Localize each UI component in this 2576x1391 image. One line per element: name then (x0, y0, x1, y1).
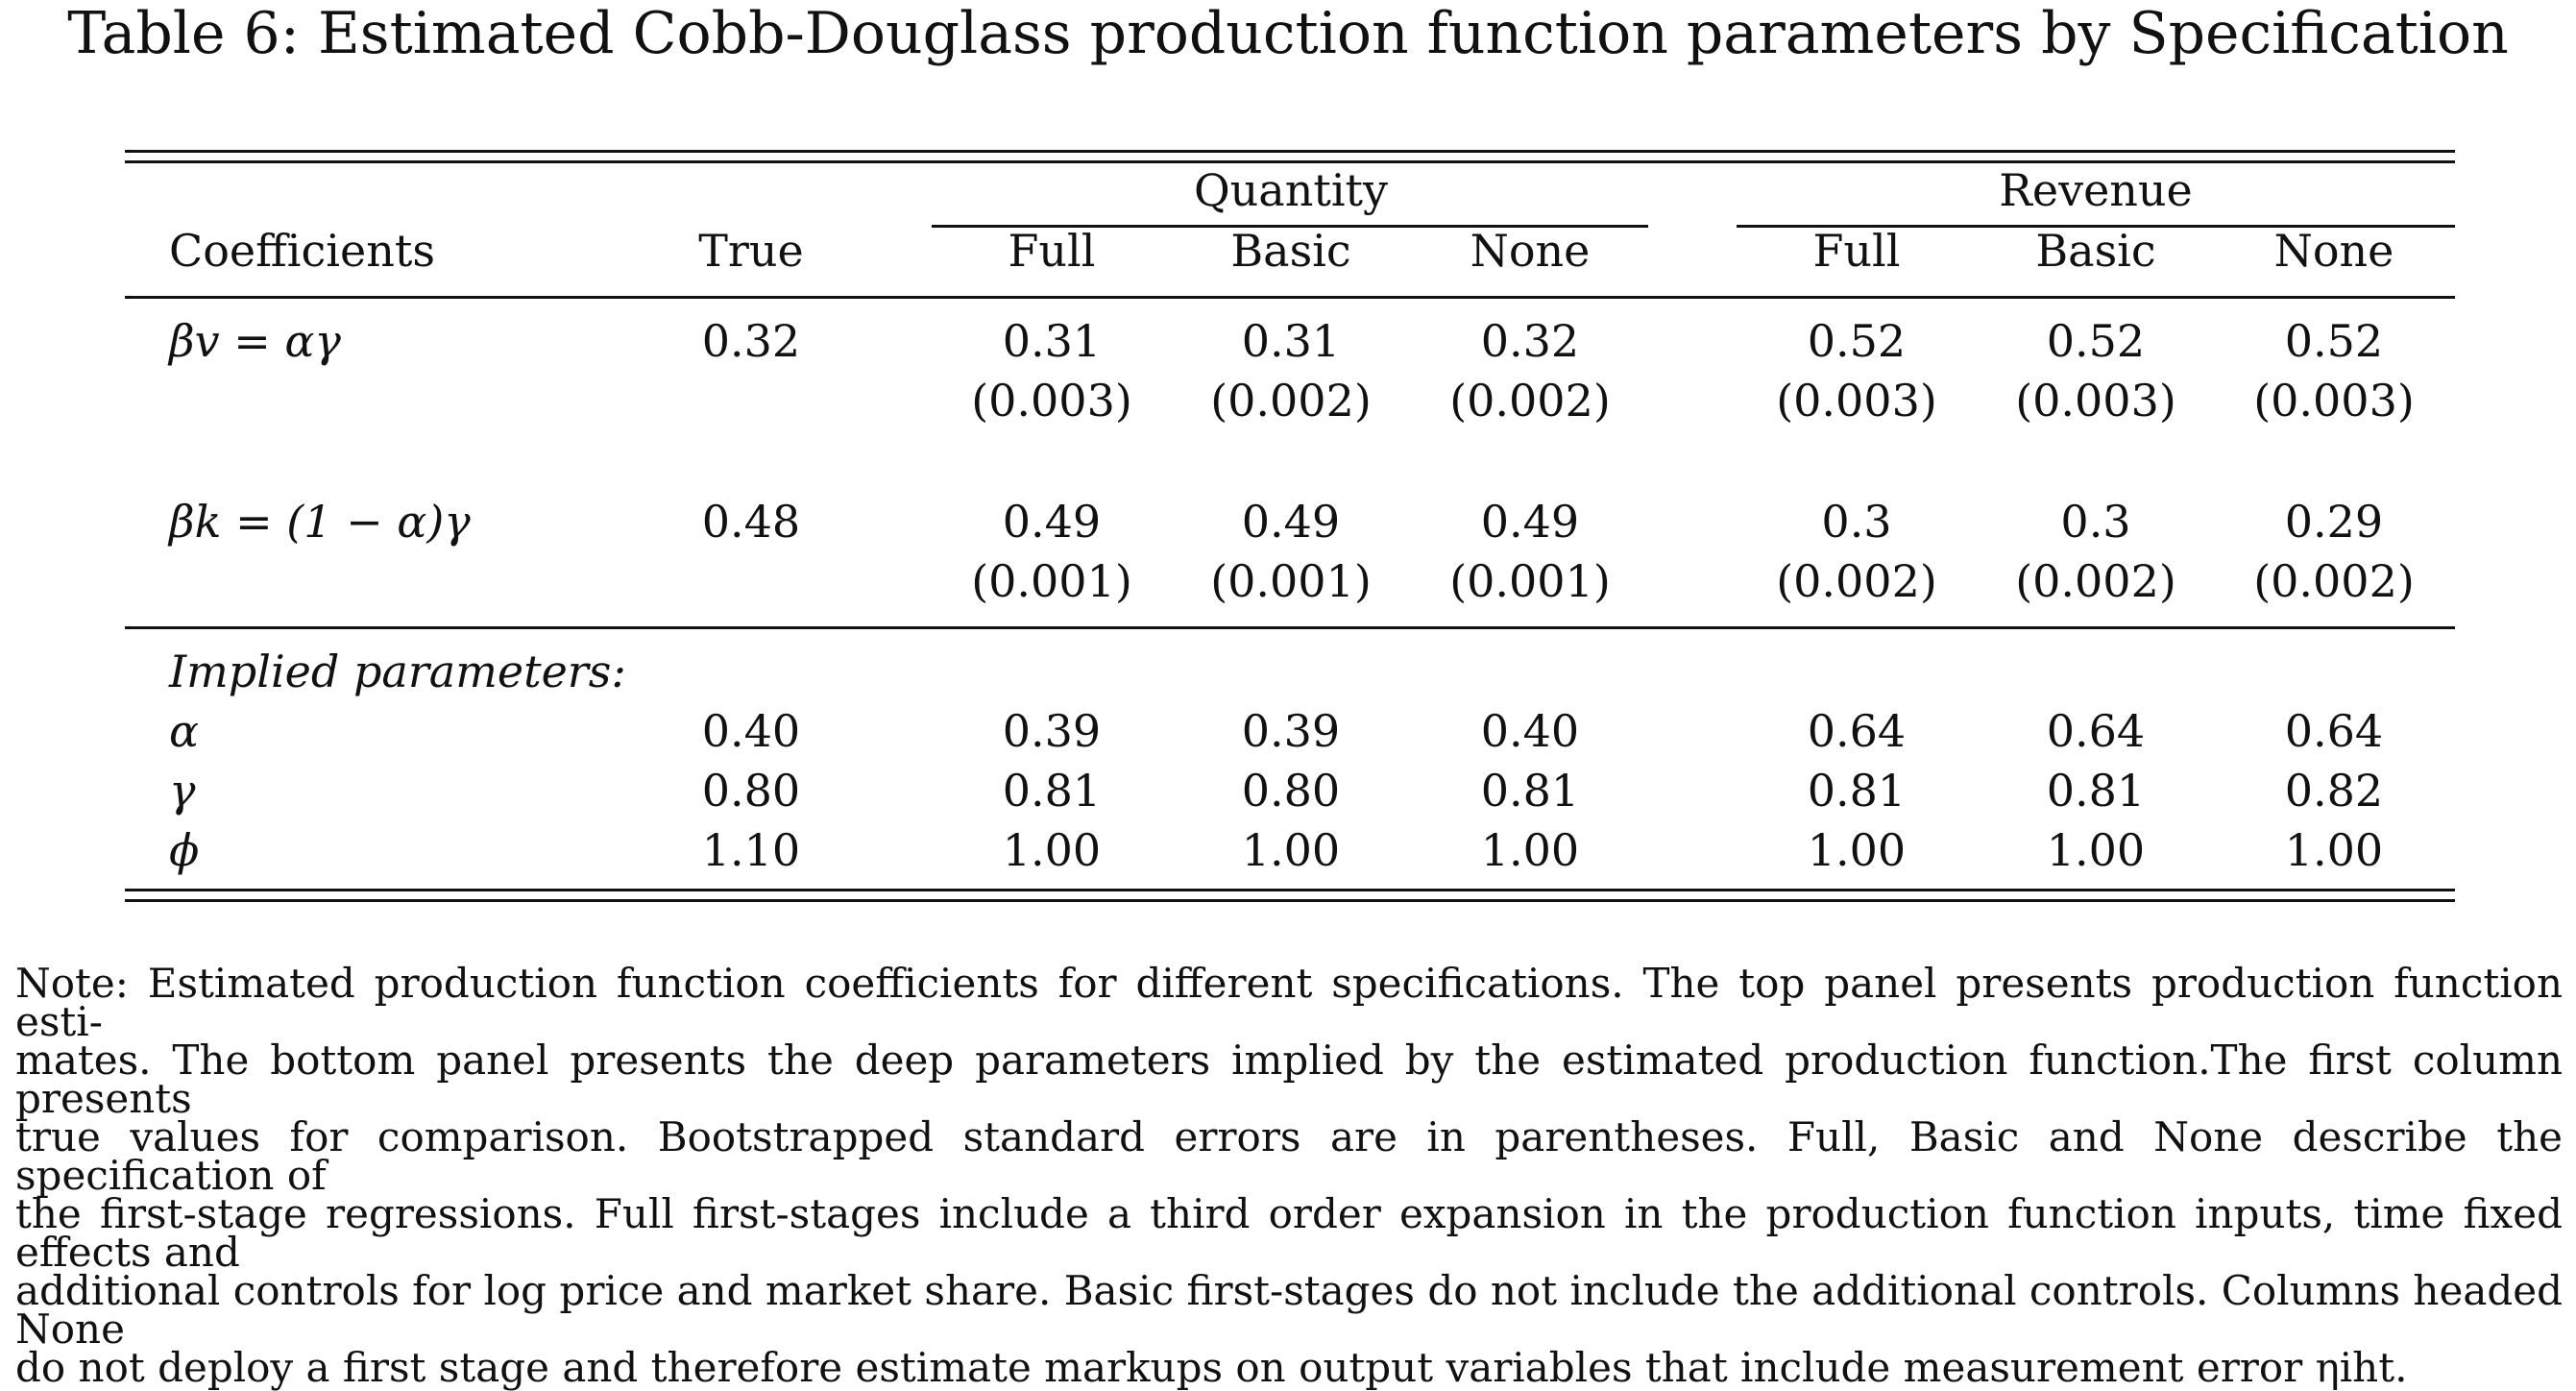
gamma-label: γ (169, 765, 196, 817)
alpha-value: 0.39 (1002, 705, 1102, 757)
alpha-value: 0.64 (1807, 705, 1907, 757)
header-q-basic: Basic (1230, 225, 1351, 277)
bv-est: 0.52 (2046, 315, 2146, 367)
gamma-value: 0.81 (1807, 765, 1907, 817)
gamma-value: 0.81 (2046, 765, 2146, 817)
top-rule-inner (125, 160, 2455, 163)
bv-se: (0.003) (2015, 375, 2176, 427)
bv-se: (0.002) (1449, 375, 1611, 427)
bk-se: (0.001) (971, 555, 1132, 607)
bv-est: 0.31 (1241, 315, 1341, 367)
bk-se: (0.001) (1210, 555, 1372, 607)
bv-est: 0.52 (2284, 315, 2384, 367)
note-line: Note: Estimated production function coef… (15, 960, 2563, 1045)
header-q-full: Full (1008, 225, 1096, 277)
header-r-full: Full (1812, 225, 1901, 277)
gamma-value: 0.81 (1480, 765, 1580, 817)
implied-heading: Implied parameters: (169, 646, 626, 697)
bv-est: 0.32 (1480, 315, 1580, 367)
bk-est: 0.49 (1480, 496, 1580, 548)
panel-rule (125, 626, 2455, 629)
phi-value: 1.00 (1241, 824, 1341, 876)
row-label-beta-v: βv = αγ (169, 315, 341, 367)
note-line: additional controls for log price and ma… (15, 1267, 2563, 1353)
table-title: Table 6: Estimated Cobb-Douglass product… (67, 0, 2509, 67)
gamma-value: 0.80 (701, 765, 801, 817)
quantity-underline (932, 225, 1648, 228)
bk-est: 0.3 (2060, 496, 2131, 548)
header-rule (125, 296, 2455, 299)
phi-value: 1.00 (1480, 824, 1580, 876)
bv-se: (0.003) (2253, 375, 2415, 427)
alpha-value: 0.40 (701, 705, 801, 757)
header-r-basic: Basic (2035, 225, 2156, 277)
bottom-rule (125, 889, 2455, 891)
phi-value: 1.00 (2046, 824, 2146, 876)
alpha-value: 0.64 (2284, 705, 2384, 757)
bv-se: (0.003) (971, 375, 1132, 427)
gamma-value: 0.80 (1241, 765, 1341, 817)
table-note: Note: Estimated production function coef… (15, 960, 2563, 1391)
header-true: True (698, 225, 804, 277)
phi-value: 1.10 (701, 824, 801, 876)
bottom-rule-inner (125, 899, 2455, 902)
alpha-value: 0.39 (1241, 705, 1341, 757)
alpha-value: 0.40 (1480, 705, 1580, 757)
header-q-none: None (1470, 225, 1591, 277)
bk-se: (0.001) (1449, 555, 1611, 607)
bk-est: 0.49 (1002, 496, 1102, 548)
bk-est: 0.3 (1821, 496, 1892, 548)
group-quantity: Quantity (1193, 164, 1389, 216)
phi-label: ϕ (169, 824, 200, 876)
phi-value: 1.00 (1002, 824, 1102, 876)
row-label-beta-k: βk = (1 − α)γ (169, 496, 471, 548)
note-line: the first-stage regressions. Full first-… (15, 1190, 2563, 1276)
bk-se: (0.002) (2253, 555, 2415, 607)
phi-value: 1.00 (1807, 824, 1907, 876)
bk-true: 0.48 (701, 496, 801, 548)
bk-est: 0.49 (1241, 496, 1341, 548)
alpha-label: α (169, 705, 200, 757)
bv-est: 0.52 (1807, 315, 1907, 367)
revenue-underline (1737, 225, 2455, 228)
gamma-value: 0.82 (2284, 765, 2384, 817)
alpha-value: 0.64 (2046, 705, 2146, 757)
bv-true: 0.32 (701, 315, 801, 367)
bv-est: 0.31 (1002, 315, 1102, 367)
phi-value: 1.00 (2284, 824, 2384, 876)
note-line: do not deploy a first stage and therefor… (15, 1344, 2408, 1391)
note-line: mates. The bottom panel presents the dee… (15, 1037, 2563, 1122)
bk-se: (0.002) (2015, 555, 2176, 607)
gamma-value: 0.81 (1002, 765, 1102, 817)
note-line: true values for comparison. Bootstrapped… (15, 1113, 2563, 1199)
header-coefficients: Coefficients (169, 225, 435, 277)
bv-se: (0.003) (1776, 375, 1937, 427)
bk-se: (0.002) (1776, 555, 1937, 607)
bv-se: (0.002) (1210, 375, 1372, 427)
group-revenue: Revenue (1999, 164, 2193, 216)
bk-est: 0.29 (2284, 496, 2384, 548)
top-rule (125, 150, 2455, 153)
header-r-none: None (2273, 225, 2394, 277)
